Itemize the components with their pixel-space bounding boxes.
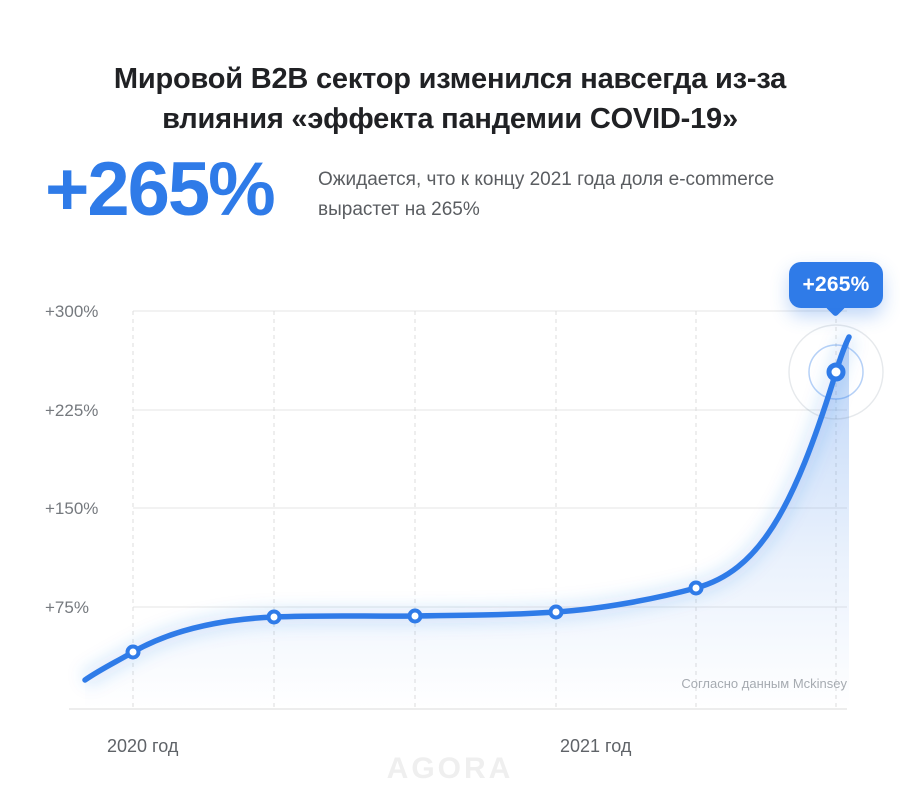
growth-line-chart: +300% +225% +150% +75% 2020 год 2021 год… — [0, 255, 900, 803]
y-tick-label: +225% — [45, 401, 98, 420]
x-tick-label: 2021 год — [560, 736, 632, 756]
y-tick-label: +300% — [45, 302, 98, 321]
y-tick-label: +150% — [45, 499, 98, 518]
area-fill — [85, 337, 849, 709]
y-axis-tick-labels: +300% +225% +150% +75% — [45, 302, 98, 617]
data-point-marker — [688, 580, 704, 596]
chart-svg: +300% +225% +150% +75% 2020 год 2021 год… — [45, 302, 884, 756]
headline-stat-description: Ожидается, что к концу 2021 года доля e-… — [318, 169, 775, 220]
data-point-marker — [407, 608, 423, 624]
x-axis-tick-labels: 2020 год 2021 год — [107, 736, 632, 756]
page-title: Мировой B2B сектор изменился навсегда из… — [113, 63, 787, 136]
data-point-marker — [266, 609, 282, 625]
data-point-markers — [125, 362, 846, 660]
value-tooltip: +265% — [789, 262, 883, 308]
data-point-marker — [125, 644, 141, 660]
trend-line — [82, 334, 852, 683]
ripple-rings — [788, 324, 884, 420]
data-point-marker — [548, 604, 564, 620]
source-note: Согласно данным Mckinsey — [681, 676, 847, 691]
y-tick-label: +75% — [45, 598, 89, 617]
x-tick-label: 2020 год — [107, 736, 179, 756]
highlighted-data-point-marker — [826, 362, 846, 382]
headline-stat-value: +265% — [45, 147, 276, 232]
